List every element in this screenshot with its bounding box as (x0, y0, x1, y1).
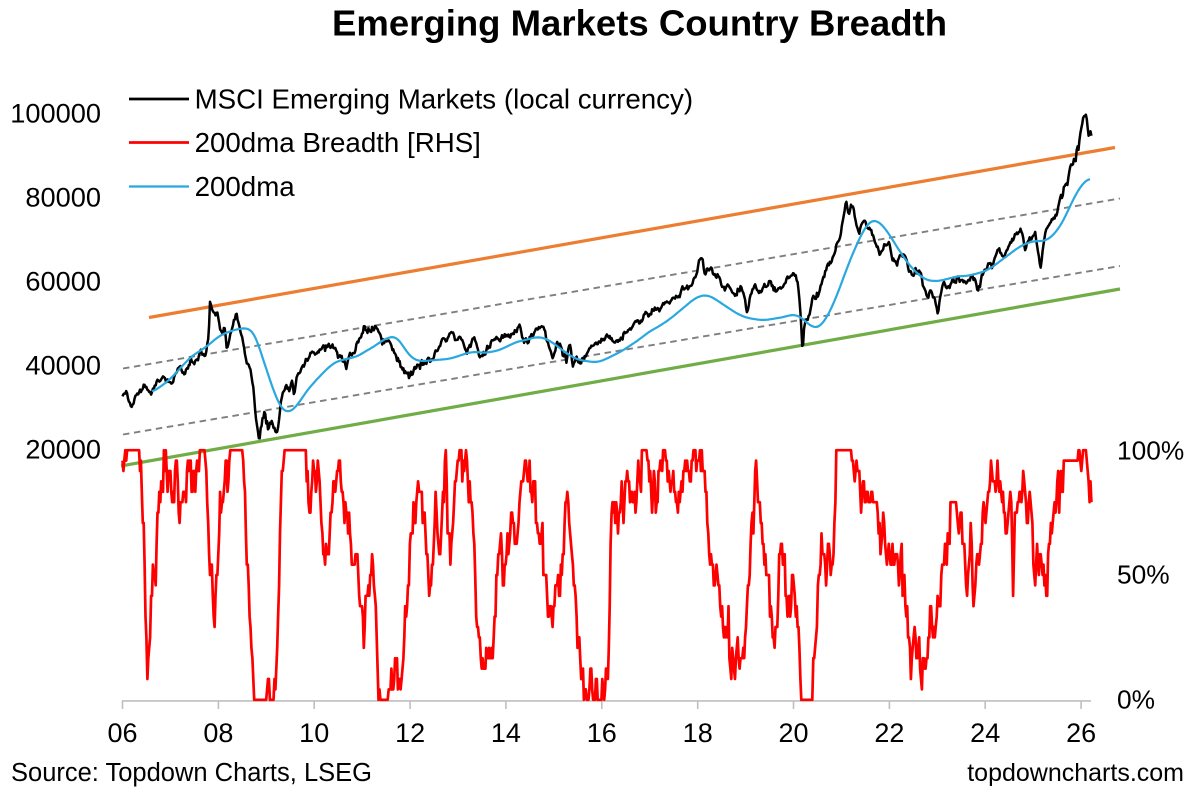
svg-text:Emerging Markets Country Bread: Emerging Markets Country Breadth (332, 3, 947, 44)
svg-text:50%: 50% (1117, 560, 1170, 590)
svg-text:20: 20 (778, 718, 808, 748)
svg-text:0%: 0% (1117, 685, 1155, 715)
svg-text:Source: Topdown Charts, LSEG: Source: Topdown Charts, LSEG (11, 759, 372, 787)
svg-text:16: 16 (587, 718, 617, 748)
svg-text:08: 08 (203, 718, 233, 748)
svg-text:MSCI Emerging Markets (local c: MSCI Emerging Markets (local currency) (195, 84, 693, 115)
svg-text:topdowncharts.com: topdowncharts.com (967, 759, 1184, 787)
svg-text:20000: 20000 (25, 434, 101, 465)
svg-text:06: 06 (107, 718, 137, 748)
svg-text:12: 12 (395, 718, 425, 748)
svg-text:22: 22 (874, 718, 904, 748)
svg-text:40000: 40000 (25, 350, 101, 381)
svg-text:18: 18 (683, 718, 713, 748)
svg-text:200dma: 200dma (195, 171, 296, 202)
svg-text:14: 14 (491, 718, 521, 748)
svg-text:200dma Breadth [RHS]: 200dma Breadth [RHS] (195, 127, 481, 158)
svg-text:60000: 60000 (25, 266, 101, 297)
svg-text:100%: 100% (1117, 436, 1184, 466)
svg-text:24: 24 (970, 718, 1000, 748)
svg-text:100000: 100000 (10, 98, 101, 129)
svg-text:26: 26 (1066, 718, 1096, 748)
svg-text:80000: 80000 (25, 182, 101, 213)
svg-text:10: 10 (299, 718, 329, 748)
